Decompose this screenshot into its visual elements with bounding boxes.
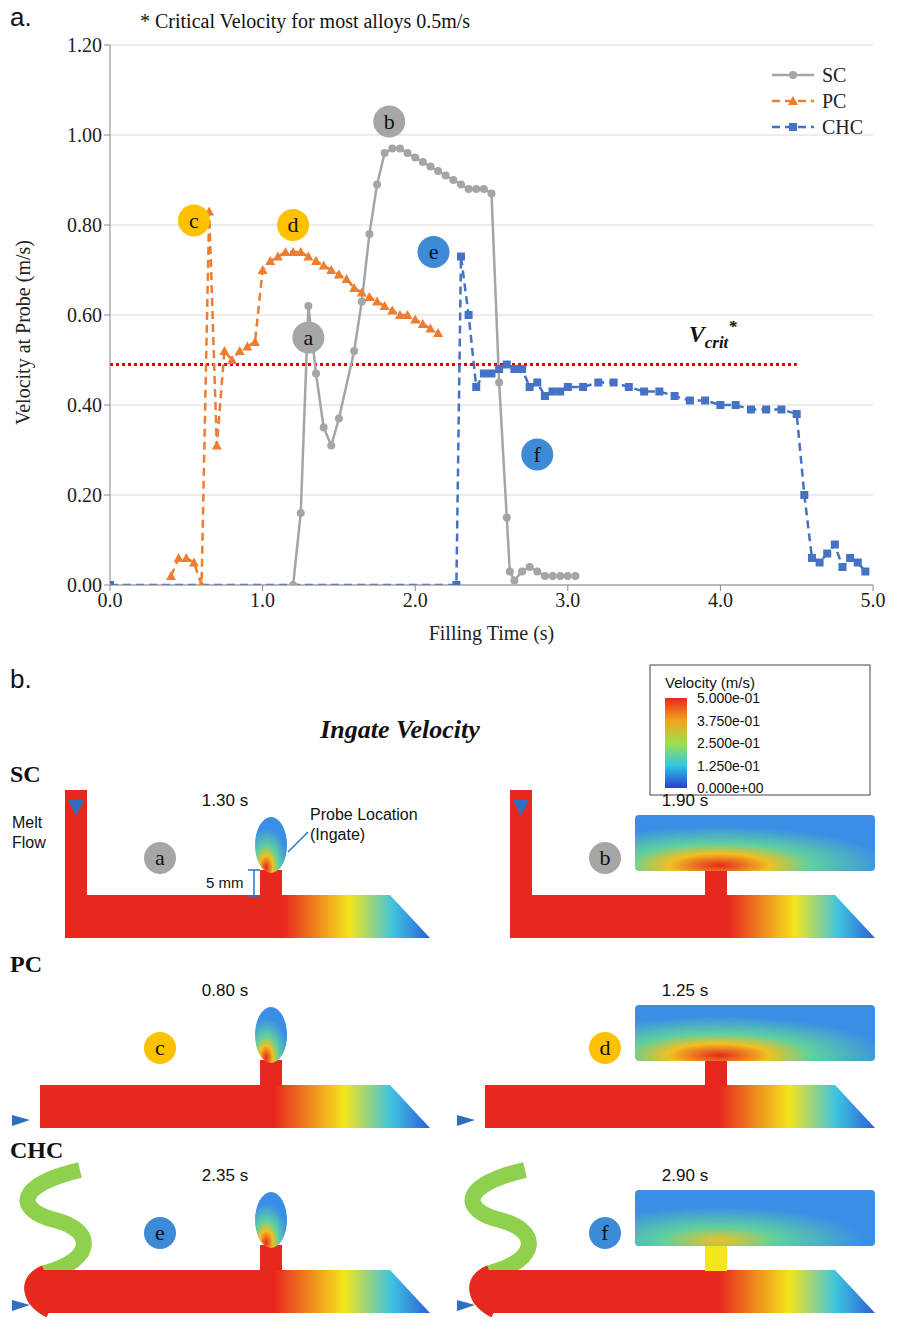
- svg-text:2.90 s: 2.90 s: [662, 1166, 708, 1185]
- svg-text:Velocity at Probe (m/s): Velocity at Probe (m/s): [12, 240, 35, 425]
- svg-text:d: d: [288, 212, 299, 237]
- svg-text:Velocity (m/s): Velocity (m/s): [665, 674, 755, 691]
- svg-text:b: b: [600, 845, 611, 870]
- svg-text:0.80: 0.80: [67, 214, 102, 236]
- svg-text:2.0: 2.0: [403, 589, 428, 611]
- svg-text:Vcrit*: Vcrit*: [689, 317, 738, 352]
- svg-text:1.90 s: 1.90 s: [662, 791, 708, 810]
- svg-text:Probe Location: Probe Location: [310, 806, 418, 823]
- svg-text:b: b: [384, 109, 395, 134]
- svg-text:e: e: [155, 1220, 165, 1245]
- svg-text:d: d: [600, 1035, 611, 1060]
- svg-text:a: a: [155, 845, 165, 870]
- svg-text:4.0: 4.0: [708, 589, 733, 611]
- svg-text:2.500e-01: 2.500e-01: [697, 735, 760, 751]
- html-text:a.: a.: [10, 2, 32, 32]
- svg-text:f: f: [601, 1220, 609, 1245]
- svg-text:CHC: CHC: [10, 1137, 63, 1163]
- svg-text:0.80 s: 0.80 s: [202, 981, 248, 1000]
- svg-text:0.20: 0.20: [67, 484, 102, 506]
- svg-text:SC: SC: [10, 761, 41, 787]
- svg-text:1.30 s: 1.30 s: [202, 791, 248, 810]
- svg-text:c: c: [155, 1035, 165, 1060]
- svg-text:c: c: [189, 208, 199, 233]
- svg-text:1.0: 1.0: [250, 589, 275, 611]
- svg-text:3.0: 3.0: [555, 589, 580, 611]
- svg-text:2.35 s: 2.35 s: [202, 1166, 248, 1185]
- svg-text:f: f: [534, 442, 542, 467]
- html-text:PC: PC: [822, 89, 847, 112]
- svg-text:5 mm: 5 mm: [206, 874, 244, 891]
- svg-text:0.40: 0.40: [67, 394, 102, 416]
- svg-text:5.0: 5.0: [861, 589, 886, 611]
- svg-text:Filling Time (s): Filling Time (s): [429, 622, 555, 645]
- svg-text:a: a: [303, 325, 313, 350]
- svg-text:3.750e-01: 3.750e-01: [697, 713, 760, 729]
- svg-text:5.000e-01: 5.000e-01: [697, 690, 760, 706]
- svg-text:1.25 s: 1.25 s: [662, 981, 708, 1000]
- svg-text:Melt: Melt: [12, 814, 43, 831]
- svg-text:1.250e-01: 1.250e-01: [697, 758, 760, 774]
- svg-text:1.00: 1.00: [67, 124, 102, 146]
- html-text:SC: SC: [822, 63, 847, 86]
- svg-text:b.: b.: [10, 664, 32, 694]
- html-text:* Critical Velocity for most a: * Critical Velocity for most alloys 0.5m…: [140, 10, 471, 32]
- html-text:CHC: CHC: [822, 115, 864, 138]
- svg-text:PC: PC: [10, 951, 42, 977]
- svg-text:0.60: 0.60: [67, 304, 102, 326]
- svg-text:Flow: Flow: [12, 834, 46, 851]
- svg-text:(Ingate): (Ingate): [310, 826, 365, 843]
- svg-text:e: e: [429, 239, 439, 264]
- svg-text:Ingate Velocity: Ingate Velocity: [319, 715, 480, 744]
- svg-text:0.00: 0.00: [67, 574, 102, 596]
- svg-text:0.0: 0.0: [97, 589, 123, 612]
- svg-text:0.000e+00: 0.000e+00: [697, 780, 764, 796]
- svg-text:1.20: 1.20: [67, 34, 102, 56]
